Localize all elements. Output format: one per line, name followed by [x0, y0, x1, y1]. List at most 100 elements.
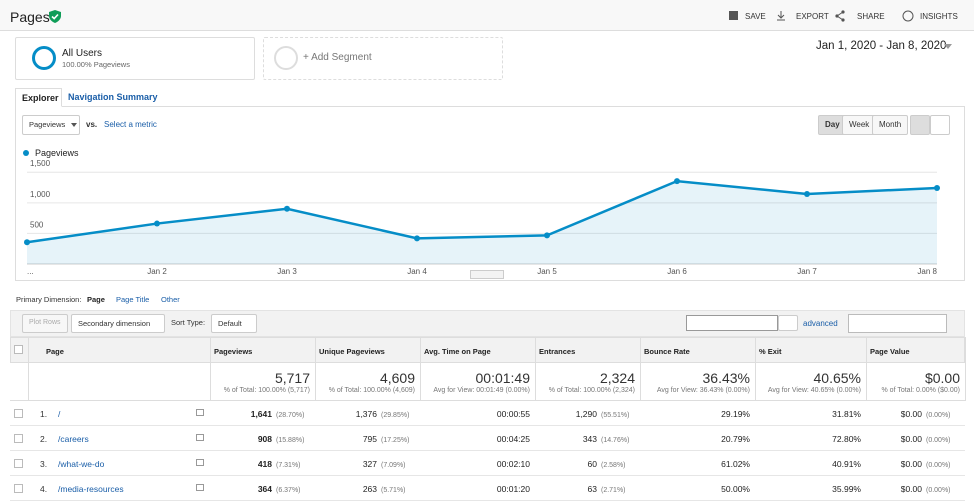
column-divider	[640, 337, 641, 401]
sort-select[interactable]: Default	[211, 314, 257, 333]
table-cell: 364 (6.37%)	[258, 484, 310, 494]
share-button[interactable]: SHARE	[857, 12, 885, 21]
search-input[interactable]	[686, 315, 778, 331]
week-button[interactable]: Week	[842, 115, 877, 135]
table-row	[10, 476, 965, 501]
cell-value: 343	[582, 434, 597, 444]
metric-select[interactable]: Pageviews	[22, 115, 80, 135]
table-cell: 61.02%	[721, 459, 750, 469]
open-page-icon	[196, 434, 204, 441]
select-metric[interactable]: Select a metric	[104, 120, 157, 129]
segment-name: All Users	[62, 48, 103, 59]
cell-percent: (7.09%)	[381, 462, 406, 469]
cell-value: $0.00	[900, 409, 922, 419]
point	[674, 178, 680, 185]
column-header: Pageviews	[214, 347, 253, 356]
column-divider	[866, 337, 867, 401]
cell-percent: (0.00%)	[926, 437, 951, 444]
advanced-link[interactable]: advanced	[803, 319, 838, 328]
cell-percent: (15.88%)	[276, 437, 305, 444]
explorer-tab[interactable]: Explorer	[15, 88, 62, 107]
cell-value: 263	[362, 484, 377, 494]
x-tick-label: Jan 3	[277, 267, 297, 276]
insights-button[interactable]: INSIGHTS	[920, 12, 958, 21]
column-header: Bounce Rate	[644, 347, 690, 356]
view-buttons[interactable]	[848, 314, 947, 333]
header-row	[10, 337, 965, 363]
open-page-icon	[196, 459, 204, 466]
cell-value: 60	[587, 459, 597, 469]
page-title: Pages	[10, 9, 50, 25]
cell-value: 1,376	[355, 409, 377, 419]
y-tick-label: 1,000	[30, 190, 51, 199]
page-link[interactable]: /	[58, 409, 61, 419]
motion-chart-toggle[interactable]	[930, 115, 950, 135]
column-divider	[315, 337, 316, 401]
page-link[interactable]: /media-resources	[58, 484, 124, 494]
row-checkbox[interactable]	[14, 409, 23, 418]
point	[154, 220, 160, 227]
table-cell: 327 (7.09%)	[363, 459, 415, 469]
table-row	[10, 426, 965, 451]
cell-percent: (6.37%)	[276, 487, 301, 494]
vs-label: vs.	[86, 120, 98, 129]
table-cell: 00:02:10	[497, 459, 530, 469]
resize-handle[interactable]	[470, 270, 504, 279]
table-cell: 20.79%	[721, 434, 750, 444]
cell-value: 00:00:55	[496, 409, 530, 419]
area	[27, 181, 937, 264]
table-cell: 00:00:55	[497, 409, 530, 419]
add-segment[interactable]: + Add Segment	[303, 52, 372, 63]
table-cell: $0.00 (0.00%)	[901, 434, 960, 444]
page-link[interactable]: /what-we-do	[58, 459, 105, 469]
row-index: 4.	[40, 484, 48, 494]
dimension-other[interactable]: Other	[161, 295, 180, 304]
segment-card[interactable]	[15, 37, 255, 80]
dimension-page-title[interactable]: Page Title	[116, 295, 150, 304]
export-button[interactable]: EXPORT	[796, 12, 829, 21]
cell-value: 00:04:25	[496, 434, 530, 444]
table-cell: 40.91%	[832, 459, 861, 469]
date-range[interactable]: Jan 1, 2020 - Jan 8, 2020	[816, 40, 947, 52]
cell-value: 327	[362, 459, 377, 469]
plot-rows-button[interactable]: Plot Rows	[22, 314, 68, 333]
line-chart-toggle[interactable]	[910, 115, 930, 135]
y-tick-label: 500	[30, 220, 44, 229]
navigation-summary-tab[interactable]: Navigation Summary	[68, 92, 158, 102]
add-segment-card[interactable]	[263, 37, 503, 80]
table-cell: 60 (2.58%)	[588, 459, 635, 469]
page-link[interactable]: /careers	[58, 434, 89, 444]
table-cell: 31.81%	[832, 409, 861, 419]
cell-percent: (2.58%)	[601, 462, 626, 469]
primary-dimension-label: Primary Dimension:	[16, 295, 82, 304]
cell-percent: (0.00%)	[926, 462, 951, 469]
row-checkbox[interactable]	[14, 484, 23, 493]
search-button[interactable]	[778, 315, 798, 331]
cell-percent: (29.85%)	[381, 412, 410, 419]
point	[414, 235, 420, 242]
save-button[interactable]: SAVE	[745, 12, 766, 21]
row-checkbox[interactable]	[14, 459, 23, 468]
segment-circle	[32, 46, 56, 70]
cell-value: $0.00	[900, 459, 922, 469]
table-cell: 63 (2.71%)	[588, 484, 635, 494]
table-row	[10, 451, 965, 476]
dimension-page[interactable]: Page	[87, 295, 105, 304]
cell-value: 1,290	[575, 409, 597, 419]
x-tick-label: Jan 8	[917, 267, 937, 276]
header-checkbox[interactable]	[14, 345, 23, 354]
row-checkbox[interactable]	[14, 434, 23, 443]
x-tick-label: Jan 7	[797, 267, 817, 276]
month-button[interactable]: Month	[872, 115, 909, 135]
cell-value: 418	[257, 459, 272, 469]
secondary-dimension-select[interactable]: Secondary dimension	[71, 314, 165, 333]
cell-value: 31.81%	[832, 409, 861, 419]
x-tick-label: Jan 6	[667, 267, 687, 276]
cell-value: 40.91%	[832, 459, 861, 469]
point	[544, 232, 550, 239]
column-divider	[535, 337, 536, 401]
total-sub: Avg for View: 00:01:49 (0.00%)	[433, 387, 530, 394]
point	[284, 205, 290, 212]
toolbar-icons	[729, 10, 914, 22]
x-tick-label: Jan 2	[147, 267, 167, 276]
